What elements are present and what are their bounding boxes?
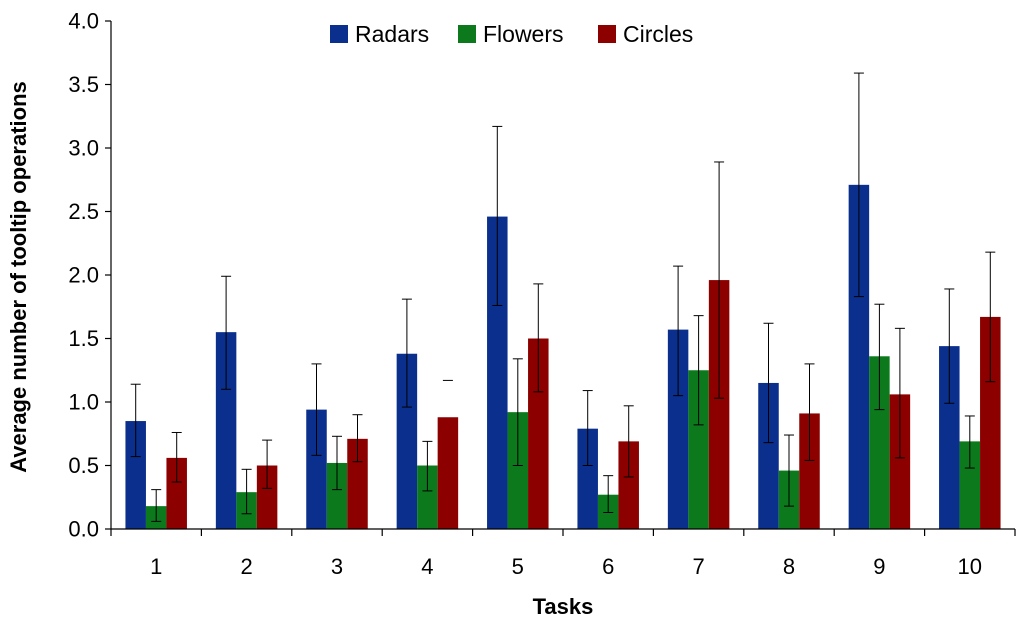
y-tick-label: 0.0 — [68, 517, 99, 542]
legend-swatch-circles — [598, 25, 616, 43]
bar-radars-8 — [758, 382, 779, 529]
bar-circles-6 — [618, 441, 639, 529]
legend-swatch-radars — [330, 25, 348, 43]
legend-swatch-flowers — [458, 25, 476, 43]
y-tick-label: 4.0 — [68, 9, 99, 34]
bar-radars-9 — [848, 184, 870, 529]
x-tick-label: 5 — [512, 554, 524, 579]
y-axis-title: Average number of tooltip operations — [6, 81, 31, 473]
legend-label-radars: Radars — [355, 21, 429, 47]
y-tick-labels: 0.0 0.5 1.0 1.5 2.0 2.5 3.0 3.5 4.0 — [68, 9, 99, 542]
y-tick-label: 3.0 — [68, 136, 99, 161]
y-tick-label: 0.5 — [68, 453, 99, 478]
bar-circles-1 — [166, 457, 187, 529]
bar-radars-4 — [396, 353, 418, 529]
axes — [105, 20, 1016, 536]
bars-layer — [125, 184, 1001, 529]
x-tick-label: 10 — [958, 554, 982, 579]
legend-label-flowers: Flowers — [483, 21, 564, 47]
y-tick-label: 1.0 — [68, 390, 99, 415]
bar-flowers-10 — [959, 441, 981, 529]
legend: Radars Flowers Circles — [330, 21, 693, 47]
x-tick-label: 2 — [240, 554, 252, 579]
bar-radars-1 — [125, 421, 146, 529]
x-tick-label: 4 — [421, 554, 433, 579]
x-tick-label: 8 — [783, 554, 795, 579]
x-tick-label: 9 — [873, 554, 885, 579]
bar-radars-3 — [306, 409, 327, 529]
bar-flowers-7 — [688, 370, 709, 529]
y-tick-label: 2.0 — [68, 263, 99, 288]
y-tick-label: 1.5 — [68, 326, 99, 351]
bar-flowers-3 — [326, 462, 348, 529]
bar-radars-7 — [667, 329, 689, 529]
bar-radars-10 — [939, 346, 960, 529]
x-tick-label: 6 — [602, 554, 614, 579]
bar-circles-7 — [708, 280, 730, 529]
bar-radars-5 — [487, 216, 508, 529]
legend-label-circles: Circles — [623, 21, 693, 47]
error-bars-layer — [130, 72, 996, 522]
x-tick-label: 1 — [150, 554, 162, 579]
x-axis-title: Tasks — [533, 594, 594, 619]
bar-flowers-5 — [507, 412, 529, 529]
bar-circles-4 — [437, 417, 459, 529]
bar-flowers-4 — [417, 465, 438, 529]
x-tick-label: 3 — [331, 554, 343, 579]
x-tick-label: 7 — [692, 554, 704, 579]
bar-circles-2 — [256, 465, 278, 529]
bar-circles-5 — [528, 338, 549, 529]
bar-circles-8 — [799, 413, 820, 529]
bar-circles-10 — [980, 316, 1001, 529]
bar-radars-6 — [577, 428, 598, 529]
y-tick-label: 2.5 — [68, 199, 99, 224]
bar-circles-9 — [889, 394, 911, 529]
bar-flowers-9 — [869, 356, 890, 529]
y-tick-label: 3.5 — [68, 72, 99, 97]
bar-circles-3 — [347, 438, 368, 529]
bar-radars-2 — [215, 332, 237, 529]
x-tick-labels: 1 2 3 4 5 6 7 8 9 10 — [150, 554, 982, 579]
